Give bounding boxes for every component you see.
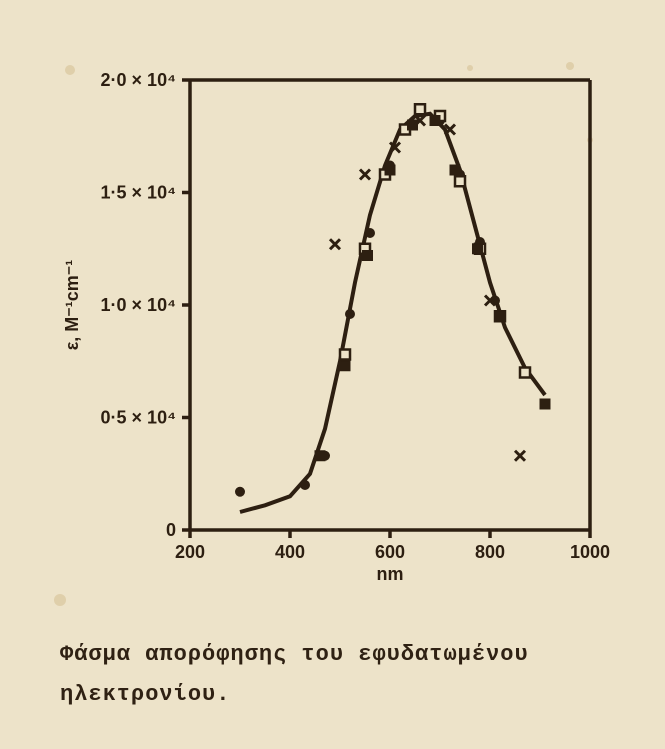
svg-text:2·0 × 10⁴: 2·0 × 10⁴ bbox=[101, 70, 176, 90]
svg-text:1000: 1000 bbox=[570, 542, 610, 562]
svg-text:1·0 × 10⁴: 1·0 × 10⁴ bbox=[101, 295, 176, 315]
svg-text:ε, M⁻¹cm⁻¹: ε, M⁻¹cm⁻¹ bbox=[62, 260, 82, 351]
svg-text:0: 0 bbox=[166, 520, 176, 540]
caption-line-1: Φάσμα απορόφησης του εφυδατωμένου bbox=[60, 642, 529, 667]
svg-text:400: 400 bbox=[275, 542, 305, 562]
svg-text:800: 800 bbox=[475, 542, 505, 562]
svg-text:1·5 × 10⁴: 1·5 × 10⁴ bbox=[101, 183, 176, 203]
figure-caption: Φάσμα απορόφησης του εφυδατωμένου ηλεκτρ… bbox=[60, 635, 620, 714]
svg-text:600: 600 bbox=[375, 542, 405, 562]
absorption-spectrum-chart: 200 400 600 800 1000 nm 0 0·5 × 10⁴ 1·0 × 10⁴ 1·5… bbox=[50, 60, 610, 610]
caption-line-2: ηλεκτρονίου. bbox=[60, 682, 230, 707]
svg-text:200: 200 bbox=[175, 542, 205, 562]
svg-text:nm: nm bbox=[377, 564, 404, 584]
svg-text:0·5 × 10⁴: 0·5 × 10⁴ bbox=[101, 408, 176, 428]
